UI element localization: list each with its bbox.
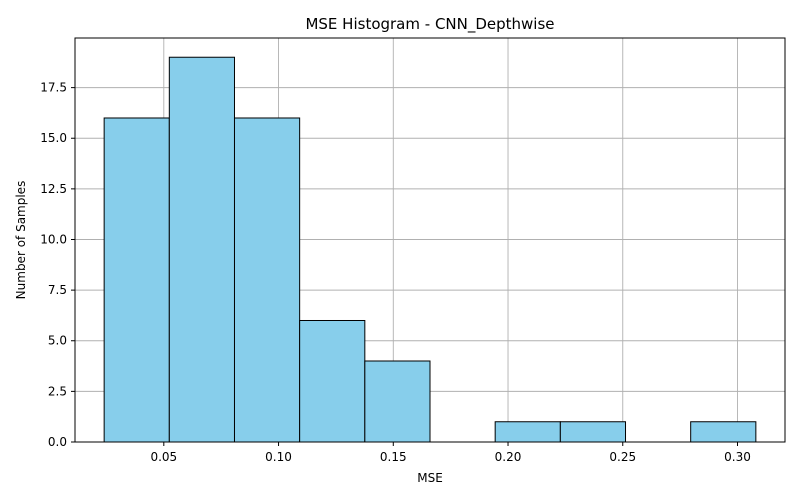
x-tick-label: 0.15 xyxy=(380,450,407,464)
y-tick-label: 15.0 xyxy=(40,131,67,145)
histogram-bar xyxy=(690,421,757,443)
tick-layer: 0.05 0.10 0.15 0.20 0.25 0.30 0.0 2.5 5.0 7.5 10.0… xyxy=(40,81,751,464)
histogram-bar xyxy=(494,421,561,443)
plot-frame xyxy=(74,37,786,443)
x-axis-label: MSE xyxy=(417,471,443,485)
y-tick-label: 0.0 xyxy=(48,435,67,449)
histogram-bar xyxy=(559,421,627,443)
histogram-bar xyxy=(364,360,431,443)
y-tick-label: 7.5 xyxy=(48,283,67,297)
y-tick-label: 5.0 xyxy=(48,334,67,348)
y-tick-label: 17.5 xyxy=(40,81,67,95)
histogram-bar xyxy=(168,56,235,443)
x-tick-label: 0.30 xyxy=(724,450,751,464)
histogram-bar xyxy=(103,117,170,443)
chart-title: MSE Histogram - CNN_Depthwise xyxy=(305,15,554,34)
y-tick-label: 2.5 xyxy=(48,384,67,398)
y-tick-label: 12.5 xyxy=(40,182,67,196)
x-tick-label: 0.05 xyxy=(150,450,177,464)
histogram-bar xyxy=(233,117,301,443)
x-tick-label: 0.10 xyxy=(265,450,292,464)
y-tick-label: 10.0 xyxy=(40,232,67,246)
x-tick-label: 0.25 xyxy=(609,450,636,464)
y-axis-label: Number of Samples xyxy=(14,181,28,300)
bar-layer xyxy=(103,56,757,443)
histogram-bar xyxy=(299,319,366,443)
x-tick-label: 0.20 xyxy=(495,450,522,464)
